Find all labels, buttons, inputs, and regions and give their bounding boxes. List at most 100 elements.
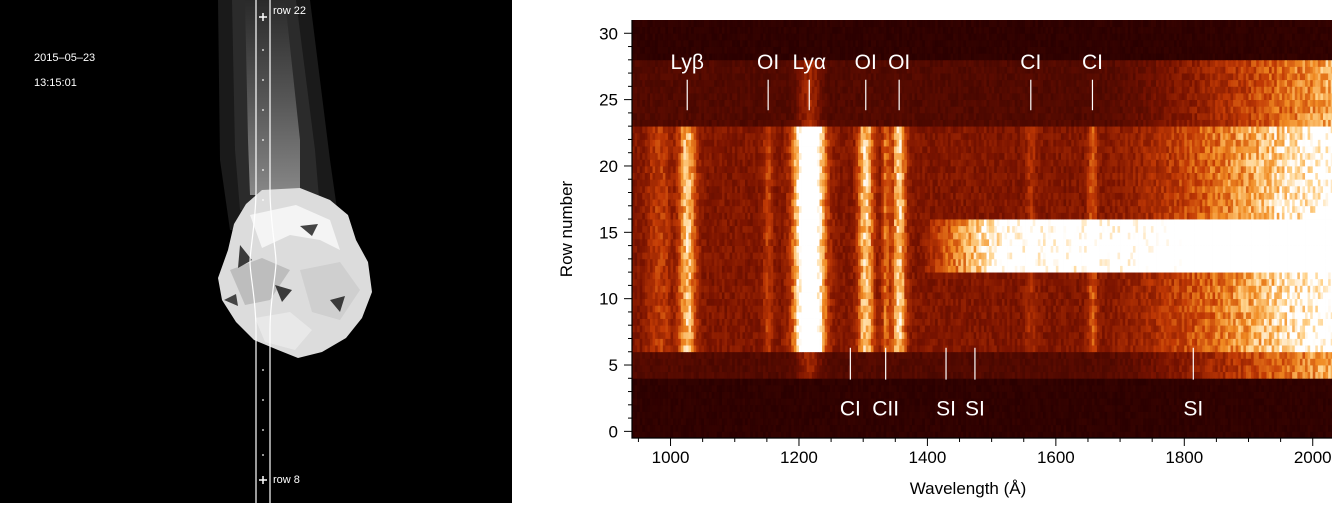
heatmap-cell [865, 404, 869, 412]
heatmap-cell [1112, 418, 1116, 426]
heatmap-cell [1253, 325, 1257, 333]
heatmap-cell [971, 391, 975, 399]
heatmap-cell [1084, 345, 1088, 353]
heatmap-cell [1202, 411, 1206, 419]
heatmap-cell [632, 358, 635, 366]
heatmap-cell [1132, 365, 1136, 373]
heatmap-cell [1076, 318, 1080, 326]
heatmap-cell [727, 331, 731, 339]
heatmap-cell [1163, 398, 1167, 406]
heatmap-cell [734, 345, 738, 353]
heatmap-cell [1076, 431, 1080, 439]
heatmap-cell [1112, 398, 1116, 406]
heatmap-cell [1266, 318, 1270, 326]
heatmap-cell [834, 424, 838, 432]
heatmap-cell [796, 351, 800, 359]
heatmap-cell [978, 398, 982, 406]
heatmap-cell [1330, 391, 1332, 399]
heatmap-cell [860, 345, 864, 353]
heatmap-cell [703, 404, 707, 412]
heatmap-cell [1171, 391, 1175, 399]
heatmap-cell [1222, 418, 1226, 426]
heatmap-cell [747, 418, 751, 426]
heatmap-cell [1153, 318, 1157, 326]
heatmap-cell [763, 404, 766, 412]
heatmap-cell [1066, 378, 1070, 386]
heatmap-cell [1245, 345, 1249, 353]
heatmap-cell [894, 424, 897, 432]
heatmap-cell [850, 351, 854, 359]
heatmap-cell [737, 378, 741, 386]
heatmap-cell [1012, 318, 1016, 326]
heatmap-cell [1323, 391, 1326, 399]
heatmap-cell [644, 338, 648, 346]
heatmap-cell [1284, 418, 1288, 426]
heatmap-cell [1266, 431, 1270, 439]
heatmap-cell [945, 318, 949, 326]
heatmap-cell [793, 331, 797, 339]
heatmap-cell [919, 325, 923, 333]
heatmap-cell [703, 345, 707, 353]
heatmap-cell [706, 338, 710, 346]
heatmap-cell [827, 371, 831, 379]
heatmap-cell [1132, 331, 1136, 339]
heatmap-cell [1145, 391, 1149, 399]
heatmap-cell [673, 391, 677, 399]
heatmap-cell [917, 358, 921, 366]
heatmap-cell [755, 418, 759, 426]
heatmap-cell [1197, 404, 1201, 412]
heatmap-cell [1076, 345, 1080, 353]
heatmap-cell [765, 431, 769, 439]
heatmap-cell [855, 365, 859, 373]
heatmap-cell [637, 418, 641, 426]
heatmap-cell [714, 331, 718, 339]
heatmap-cell [655, 351, 659, 359]
heatmap-cell [757, 404, 761, 412]
heatmap-cell [999, 398, 1003, 406]
heatmap-cell [1161, 431, 1165, 439]
heatmap-cell [647, 371, 651, 379]
heatmap-cell [655, 338, 659, 346]
heatmap-cell [755, 391, 759, 399]
heatmap-cell [1127, 318, 1131, 326]
heatmap-cell [1271, 384, 1275, 392]
heatmap-cell [1140, 384, 1144, 392]
heatmap-cell [1130, 351, 1134, 359]
heatmap-cell [1120, 371, 1124, 379]
heatmap-cell [989, 391, 993, 399]
heatmap-cell [639, 411, 643, 419]
heatmap-cell [1186, 398, 1190, 406]
heatmap-cell [801, 311, 805, 319]
heatmap-cell [999, 331, 1003, 339]
heatmap-cell [1153, 398, 1157, 406]
heatmap-cell [1104, 358, 1108, 366]
heatmap-cell [865, 398, 869, 406]
heatmap-cell [760, 351, 764, 359]
heatmap-cell [1256, 351, 1260, 359]
heatmap-cell [696, 358, 700, 366]
heatmap-cell [1022, 418, 1026, 426]
heatmap-cell [1053, 365, 1057, 373]
heatmap-cell [716, 325, 720, 333]
heatmap-cell [1040, 431, 1044, 439]
heatmap-cell [737, 331, 741, 339]
heatmap-cell [1027, 384, 1031, 392]
heatmap-cell [912, 418, 915, 426]
heatmap-cell [670, 318, 674, 326]
heatmap-cell [953, 371, 957, 379]
heatmap-cell [1194, 365, 1198, 373]
heatmap-cell [909, 404, 913, 412]
heatmap-cell [703, 384, 707, 392]
heatmap-cell [1320, 371, 1324, 379]
heatmap-cell [1194, 404, 1198, 412]
heatmap-cell [652, 404, 656, 412]
heatmap-cell [1207, 318, 1211, 326]
heatmap-cell [675, 371, 679, 379]
heatmap-cell [909, 345, 913, 353]
heatmap-cell [757, 398, 761, 406]
heatmap-cell [1174, 338, 1177, 346]
heatmap-cell [937, 371, 941, 379]
heatmap-cell [914, 411, 918, 419]
heatmap-cell [937, 325, 941, 333]
heatmap-cell [1102, 424, 1106, 432]
